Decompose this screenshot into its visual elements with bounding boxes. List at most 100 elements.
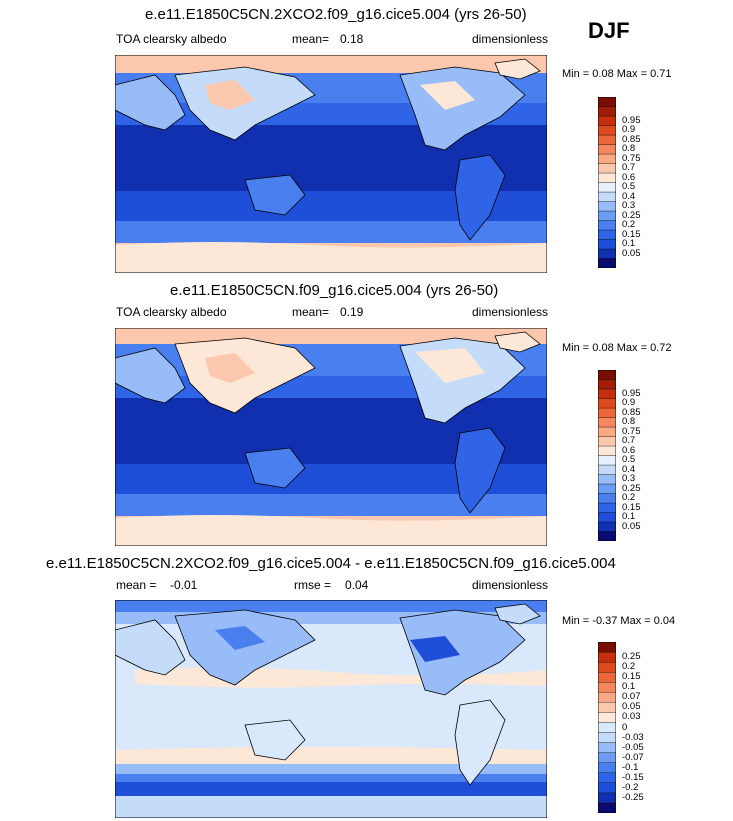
colorbar-box bbox=[598, 762, 616, 773]
panel-3-max-value: 0.04 bbox=[653, 615, 676, 627]
colorbar-box bbox=[598, 229, 616, 240]
colorbar-box bbox=[598, 115, 616, 126]
colorbar-tick-label: 0 bbox=[622, 721, 628, 733]
colorbar-tick-label: 0.75 bbox=[622, 425, 641, 437]
panel-2-colorbar-labels: 0.05 0.1 0.15 0.2 0.25 0.3 0.4 0.5 0.6 0.7 0.75 0.8… bbox=[622, 370, 662, 541]
south-mid-band bbox=[115, 494, 547, 516]
south-america bbox=[454, 154, 506, 241]
colorbar-box bbox=[598, 531, 616, 541]
colorbar-box bbox=[598, 388, 616, 399]
australia bbox=[244, 719, 306, 761]
colorbar-tick-label: 0.25 bbox=[622, 651, 641, 663]
colorbar-box bbox=[598, 417, 616, 428]
colorbar-box bbox=[598, 651, 616, 663]
panel-1-units: dimensionless bbox=[472, 32, 549, 46]
panel-1-mean-value: 0.18 bbox=[340, 32, 364, 46]
colorbar-box bbox=[598, 370, 616, 380]
panel-2-min-label: Min = bbox=[562, 342, 590, 354]
colorbar-tick-label: 0.2 bbox=[622, 492, 636, 504]
panel-3-colorbar-labels: -0.25 -0.2 -0.15 -0.1 -0.07 -0.05 -0.03 0 0.03 0.… bbox=[622, 642, 662, 813]
colorbar-tick-label: 0.9 bbox=[622, 124, 636, 136]
colorbar-box bbox=[598, 379, 616, 390]
colorbar-box bbox=[598, 792, 616, 804]
colorbar-tick-label: -0.2 bbox=[622, 781, 639, 793]
colorbar-tick-label: 0.2 bbox=[622, 661, 636, 673]
colorbar-tick-label: -0.07 bbox=[622, 751, 644, 763]
asia bbox=[174, 609, 316, 686]
south-neg-band-3 bbox=[115, 782, 547, 796]
colorbar-box bbox=[598, 521, 616, 532]
colorbar-box bbox=[598, 398, 616, 409]
colorbar-box bbox=[598, 134, 616, 145]
colorbar-box bbox=[598, 474, 616, 485]
colorbar-tick-label: 0.6 bbox=[622, 444, 636, 456]
greenland bbox=[494, 331, 541, 353]
colorbar-box bbox=[598, 512, 616, 523]
south-neg-band-2 bbox=[115, 774, 547, 782]
asia-negative bbox=[215, 626, 265, 650]
colorbar-tick-label: 0.75 bbox=[622, 152, 641, 164]
colorbar-box bbox=[598, 407, 616, 418]
panel-1-title: e.e11.E1850C5CN.2XCO2.f09_g16.cice5.004 … bbox=[145, 6, 527, 23]
panel-1-max-value: 0.71 bbox=[650, 68, 672, 80]
colorbar-boxes bbox=[598, 642, 616, 813]
colorbar-box bbox=[598, 153, 616, 164]
panel-1-variable: TOA clearsky albedo bbox=[116, 32, 227, 46]
panel-3-min-label: Min = bbox=[562, 615, 590, 627]
panel-1-minmax: Min = 0.08 Max = 0.71 bbox=[562, 68, 672, 80]
panel-3-max-label: Max = bbox=[620, 615, 651, 627]
colorbar-box bbox=[598, 163, 616, 174]
colorbar-box bbox=[598, 125, 616, 136]
panel-3-mean-value: -0.01 bbox=[170, 578, 198, 592]
colorbar-tick-label: 0.15 bbox=[622, 671, 641, 683]
colorbar-box bbox=[598, 642, 616, 653]
colorbar-box bbox=[598, 210, 616, 221]
colorbar-tick-label: 0.85 bbox=[622, 406, 641, 418]
north-america-negative bbox=[410, 636, 460, 662]
colorbar-tick-label: -0.25 bbox=[622, 791, 644, 803]
colorbar-box bbox=[598, 239, 616, 250]
colorbar-tick-label: -0.03 bbox=[622, 731, 644, 743]
rockies-snow bbox=[415, 348, 485, 383]
colorbar-boxes bbox=[598, 370, 616, 541]
colorbar-tick-label: -0.05 bbox=[622, 741, 644, 753]
colorbar-tick-label: 0.4 bbox=[622, 190, 636, 202]
colorbar-box bbox=[598, 455, 616, 466]
panel-3-map bbox=[115, 600, 547, 818]
panel-3-colorbar bbox=[598, 642, 616, 813]
colorbar-box bbox=[598, 106, 616, 117]
panel-3-title: e.e11.E1850C5CN.2XCO2.f09_g16.cice5.004 … bbox=[46, 555, 616, 572]
colorbar-box bbox=[598, 772, 616, 783]
colorbar-box bbox=[598, 464, 616, 475]
colorbar-boxes bbox=[598, 97, 616, 268]
antarctica-land bbox=[115, 515, 547, 546]
colorbar-tick-label: 0.1 bbox=[622, 681, 636, 693]
panel-2-min-value: 0.08 bbox=[592, 342, 614, 354]
panel-2-minmax: Min = 0.08 Max = 0.72 bbox=[562, 342, 672, 354]
colorbar-tick-label: 0.07 bbox=[622, 691, 641, 703]
colorbar-tick-label: 0.3 bbox=[622, 200, 636, 212]
colorbar-box bbox=[598, 712, 616, 723]
colorbar-tick-label: 0.1 bbox=[622, 238, 636, 250]
africa-europe bbox=[115, 619, 186, 676]
arctic-band bbox=[115, 600, 547, 612]
colorbar-box bbox=[598, 220, 616, 231]
colorbar-tick-label: 0.05 bbox=[622, 520, 641, 532]
south-positive-band bbox=[115, 747, 547, 764]
colorbar-tick-label: 0.6 bbox=[622, 171, 636, 183]
panel-2-units: dimensionless bbox=[472, 305, 549, 319]
colorbar-box bbox=[598, 752, 616, 763]
colorbar-box bbox=[598, 248, 616, 259]
colorbar-box bbox=[598, 436, 616, 447]
colorbar-box bbox=[598, 702, 616, 713]
australia bbox=[244, 447, 306, 489]
north-america bbox=[399, 609, 526, 696]
panel-2-mean-label: mean= bbox=[292, 305, 330, 319]
panel-3-rmse-label: rmse = bbox=[294, 578, 332, 592]
colorbar-box bbox=[598, 144, 616, 155]
africa-europe bbox=[115, 347, 186, 404]
panel-2-variable: TOA clearsky albedo bbox=[116, 305, 227, 319]
colorbar-box bbox=[598, 258, 616, 268]
south-america bbox=[454, 427, 506, 514]
colorbar-tick-label: 0.15 bbox=[622, 501, 641, 513]
